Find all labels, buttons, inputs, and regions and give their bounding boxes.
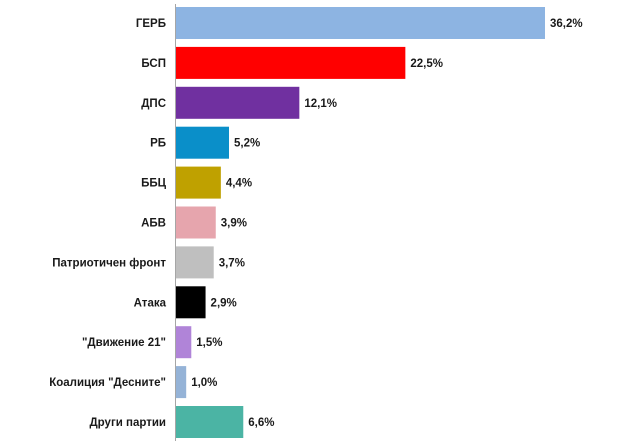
bar-5	[176, 166, 221, 199]
category-label-2: БСП	[141, 58, 166, 70]
category-label-9: "Движение 21"	[82, 337, 166, 349]
value-label-1: 36,2%	[550, 18, 583, 30]
value-label-3: 12,1%	[304, 98, 337, 110]
bar-1	[176, 7, 545, 39]
category-label-5: ББЦ	[141, 178, 167, 190]
bar-10	[176, 366, 187, 399]
bar-8	[176, 286, 206, 319]
value-label-5: 4,4%	[226, 178, 252, 190]
bar-9	[176, 326, 192, 359]
value-label-7: 3,7%	[219, 257, 245, 269]
value-labels-group: 36,2% 22,5% 12,1% 5,2% 4,4% 3,9% 3,7% 2,9% 1,5% 1…	[191, 18, 582, 429]
category-label-3: ДПС	[141, 98, 166, 110]
bars-group	[176, 7, 545, 438]
bar-3	[176, 86, 300, 119]
category-label-8: Атака	[134, 297, 167, 309]
category-label-1: ГЕРБ	[136, 18, 166, 30]
bar-4	[176, 126, 230, 159]
bar-7	[176, 246, 214, 279]
value-label-8: 2,9%	[211, 297, 237, 309]
value-label-6: 3,9%	[221, 218, 247, 230]
category-label-10: Коалиция "Десните"	[49, 377, 166, 389]
category-label-11: Други партии	[89, 417, 166, 429]
bar-11	[176, 406, 244, 438]
value-label-10: 1,0%	[191, 377, 217, 389]
bar-2	[176, 46, 406, 79]
category-label-4: РБ	[150, 138, 166, 150]
value-label-4: 5,2%	[234, 138, 260, 150]
value-label-2: 22,5%	[410, 58, 443, 70]
value-label-9: 1,5%	[196, 337, 222, 349]
category-labels-group: ГЕРБ БСП ДПС РБ ББЦ АБВ Патриотичен фронт Атака…	[49, 18, 166, 429]
category-label-7: Патриотичен фронт	[52, 257, 166, 269]
category-label-6: АБВ	[141, 218, 166, 230]
bar-6	[176, 206, 216, 239]
value-label-11: 6,6%	[248, 417, 274, 429]
